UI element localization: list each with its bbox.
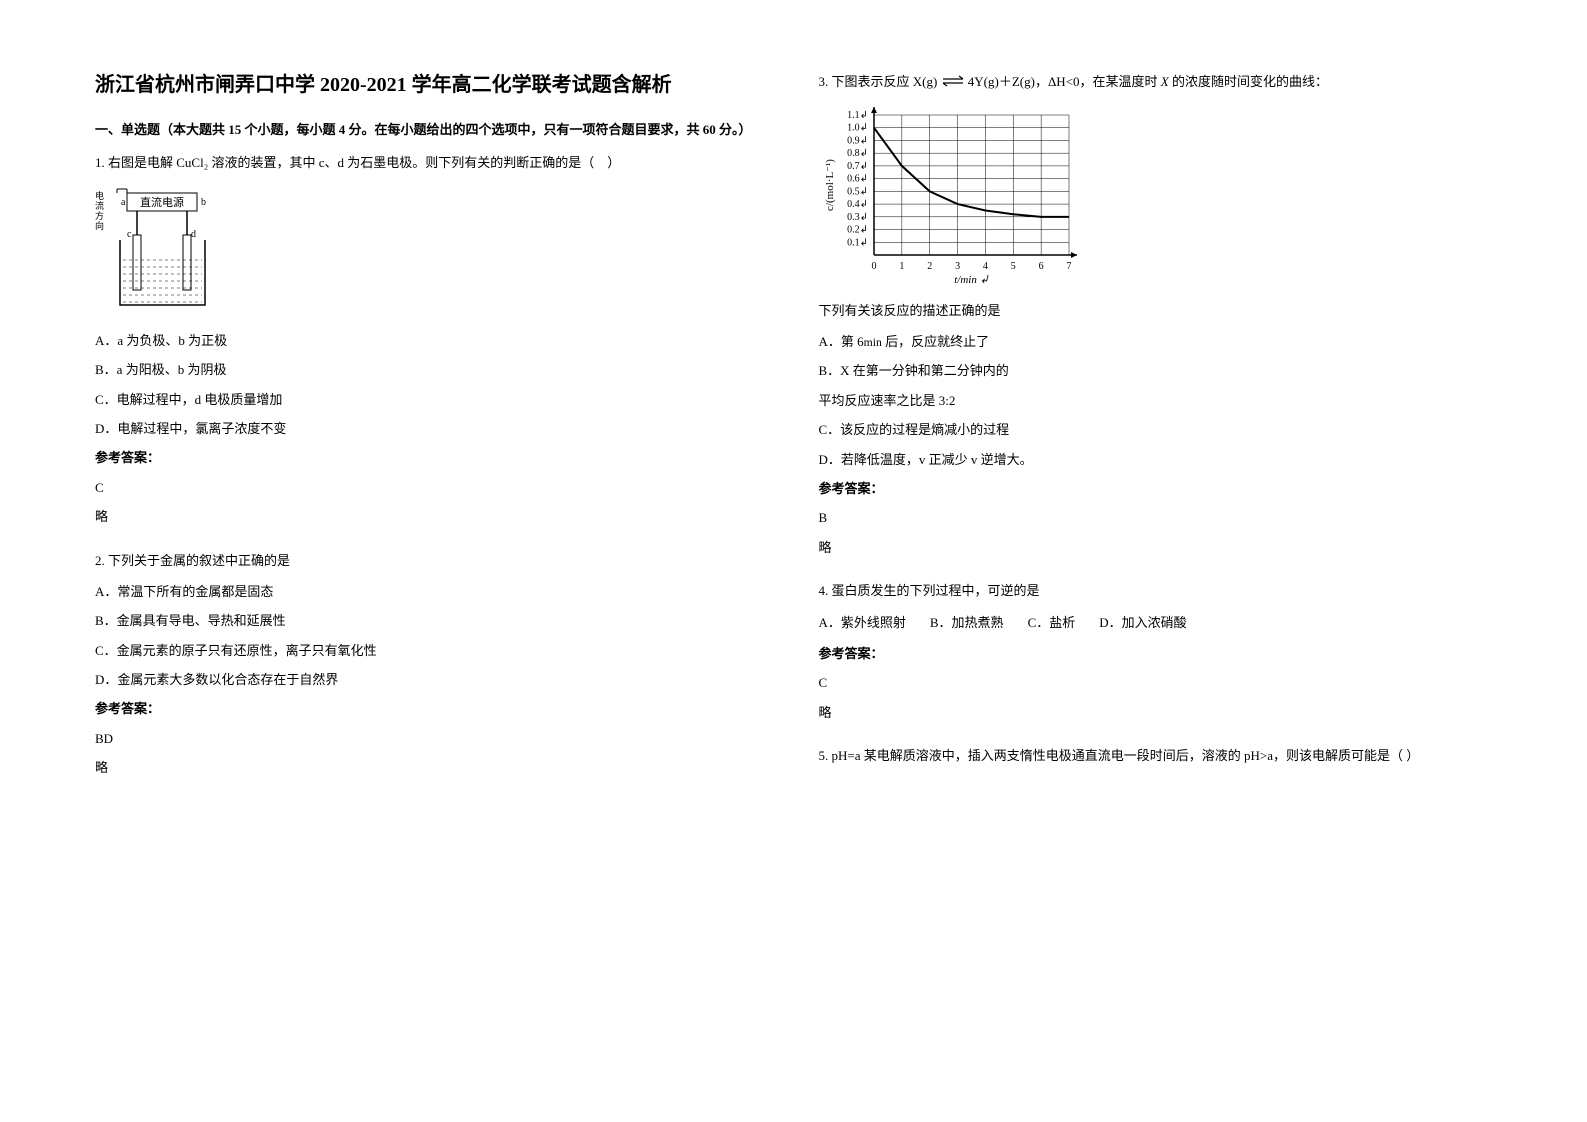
q4-optB: B．加热煮熟 xyxy=(930,611,1004,634)
q1-answer: C xyxy=(95,476,769,499)
question-3: 3. 下图表示反应 X(g) 4Y(g)＋Z(g)，ΔH<0，在某温度时 X 的… xyxy=(819,70,1493,569)
q1-explanation: 略 xyxy=(95,505,769,528)
q3-optD: D．若降低温度，v 正减少 v 逆增大。 xyxy=(819,448,1493,471)
current-dir-1: 电 xyxy=(95,190,104,201)
electrolysis-diagram: 直流电源 a b 电 流 方 向 c d xyxy=(95,185,225,315)
q3-chart: 0 1 2 3 4 5 6 7 0.1↲ 0.2↲0.3↲ 0.4↲ 0.5↲ 0.6↲0.7↲ 0.8↲… xyxy=(819,105,1493,285)
q2-answer-label: 参考答案： xyxy=(95,697,769,720)
svg-text:5: 5 xyxy=(1010,261,1015,272)
q4-stem: 4. 蛋白质发生的下列过程中，可逆的是 xyxy=(819,579,1493,602)
q3-X: X xyxy=(1161,74,1169,89)
q3-optC: C．该反应的过程是熵减小的过程 xyxy=(819,418,1493,441)
q1-optC: C．电解过程中，d 电极质量增加 xyxy=(95,388,769,411)
q3-optB-cont: 平均反应速率之比是 3:2 xyxy=(819,389,1493,412)
svg-text:0.6↲: 0.6↲ xyxy=(847,173,868,184)
q3-explanation: 略 xyxy=(819,536,1493,559)
q4-options: A．紫外线照射 B．加热煮熟 C．盐析 D．加入浓硝酸 xyxy=(819,611,1493,634)
left-column: 浙江省杭州市闸弄口中学 2020-2021 学年高二化学联考试题含解析 一、单选… xyxy=(95,70,769,1052)
current-dir-2: 流 xyxy=(95,200,104,211)
q1-optA: A．a 为负极、b 为正极 xyxy=(95,329,769,352)
q2-optB: B．金属具有导电、导热和延展性 xyxy=(95,609,769,632)
svg-text:0.4↲: 0.4↲ xyxy=(847,199,868,210)
q2-optA: A．常温下所有的金属都是固态 xyxy=(95,580,769,603)
question-4: 4. 蛋白质发生的下列过程中，可逆的是 A．紫外线照射 B．加热煮熟 C．盐析 … xyxy=(819,579,1493,734)
svg-text:0.8↲: 0.8↲ xyxy=(847,148,868,159)
q4-optA: A．紫外线照射 xyxy=(819,611,906,634)
q5-stem: 5. pH=a 某电解质溶液中，插入两支惰性电极通直流电一段时间后，溶液的 pH… xyxy=(819,744,1493,767)
svg-text:0.9↲: 0.9↲ xyxy=(847,135,868,146)
svg-text:0.5↲: 0.5↲ xyxy=(847,186,868,197)
q1-optD: D．电解过程中，氯离子浓度不变 xyxy=(95,417,769,440)
svg-text:0.2↲: 0.2↲ xyxy=(847,224,868,235)
q3-optA: A．第 6min 后，反应就终止了 xyxy=(819,330,1493,353)
q3-optB: B．X 在第一分钟和第二分钟内的 xyxy=(819,359,1493,382)
q2-explanation: 略 xyxy=(95,756,769,779)
q4-optC: C．盐析 xyxy=(1028,611,1076,634)
label-a: a xyxy=(121,197,126,208)
q3-stem-mid: 4Y(g)＋Z(g)，ΔH<0，在某温度时 xyxy=(965,74,1161,89)
q1-answer-label: 参考答案： xyxy=(95,446,769,469)
q3-stem: 3. 下图表示反应 X(g) 4Y(g)＋Z(g)，ΔH<0，在某温度时 X 的… xyxy=(819,70,1493,95)
svg-text:6: 6 xyxy=(1038,261,1043,272)
svg-text:4: 4 xyxy=(982,261,987,272)
q3-answer-label: 参考答案： xyxy=(819,477,1493,500)
q2-stem: 2. 下列关于金属的叙述中正确的是 xyxy=(95,549,769,572)
svg-text:0.7↲: 0.7↲ xyxy=(847,161,868,172)
label-b: b xyxy=(201,197,206,208)
question-5: 5. pH=a 某电解质溶液中，插入两支惰性电极通直流电一段时间后，溶液的 pH… xyxy=(819,744,1493,775)
q1-diagram: 直流电源 a b 电 流 方 向 c d xyxy=(95,185,769,315)
page-title: 浙江省杭州市闸弄口中学 2020-2021 学年高二化学联考试题含解析 xyxy=(95,70,769,100)
power-label: 直流电源 xyxy=(140,195,184,209)
section-heading: 一、单选题（本大题共 15 个小题，每小题 4 分。在每小题给出的四个选项中，只… xyxy=(95,118,769,141)
q1-optB: B．a 为阳极、b 为阴极 xyxy=(95,358,769,381)
svg-text:1.0↲: 1.0↲ xyxy=(847,122,868,133)
svg-text:c/(mol·L⁻¹): c/(mol·L⁻¹) xyxy=(824,158,836,210)
q4-optD: D．加入浓硝酸 xyxy=(1099,611,1186,634)
svg-text:1: 1 xyxy=(899,261,904,272)
concentration-time-chart: 0 1 2 3 4 5 6 7 0.1↲ 0.2↲0.3↲ 0.4↲ 0.5↲ 0.6↲0.7↲ 0.8↲… xyxy=(819,105,1079,285)
svg-text:1.1↲: 1.1↲ xyxy=(847,110,868,121)
right-column: 3. 下图表示反应 X(g) 4Y(g)＋Z(g)，ΔH<0，在某温度时 X 的… xyxy=(819,70,1493,1052)
svg-text:0.3↲: 0.3↲ xyxy=(847,212,868,223)
q3-stem-suffix: 的浓度随时间变化的曲线： xyxy=(1169,74,1328,89)
q2-optC: C．金属元素的原子只有还原性，离子只有氧化性 xyxy=(95,639,769,662)
question-1: 1. 右图是电解 CuCl₂ 溶液的装置，其中 c、d 为石墨电极。则下列有关的… xyxy=(95,151,769,538)
q3-answer: B xyxy=(819,506,1493,529)
svg-text:t/min ↲: t/min ↲ xyxy=(954,274,989,285)
svg-text:7: 7 xyxy=(1066,261,1071,272)
q1-stem: 1. 右图是电解 CuCl₂ 溶液的装置，其中 c、d 为石墨电极。则下列有关的… xyxy=(95,151,769,174)
equilibrium-arrow-icon xyxy=(941,71,965,94)
q2-optD: D．金属元素大多数以化合态存在于自然界 xyxy=(95,668,769,691)
q4-answer: C xyxy=(819,671,1493,694)
q3-stem-prefix: 3. 下图表示反应 X(g) xyxy=(819,74,941,89)
current-dir-4: 向 xyxy=(95,220,104,231)
question-2: 2. 下列关于金属的叙述中正确的是 A．常温下所有的金属都是固态 B．金属具有导… xyxy=(95,549,769,790)
q3-sub-stem: 下列有关该反应的描述正确的是 xyxy=(819,299,1493,322)
svg-text:0.1↲: 0.1↲ xyxy=(847,237,868,248)
label-c: c xyxy=(127,229,132,240)
q2-answer: BD xyxy=(95,727,769,750)
q4-explanation: 略 xyxy=(819,701,1493,724)
q4-answer-label: 参考答案： xyxy=(819,642,1493,665)
svg-text:2: 2 xyxy=(927,261,932,272)
current-dir-3: 方 xyxy=(95,210,104,221)
svg-text:3: 3 xyxy=(955,261,960,272)
label-d: d xyxy=(191,229,196,240)
svg-text:0: 0 xyxy=(871,261,876,272)
